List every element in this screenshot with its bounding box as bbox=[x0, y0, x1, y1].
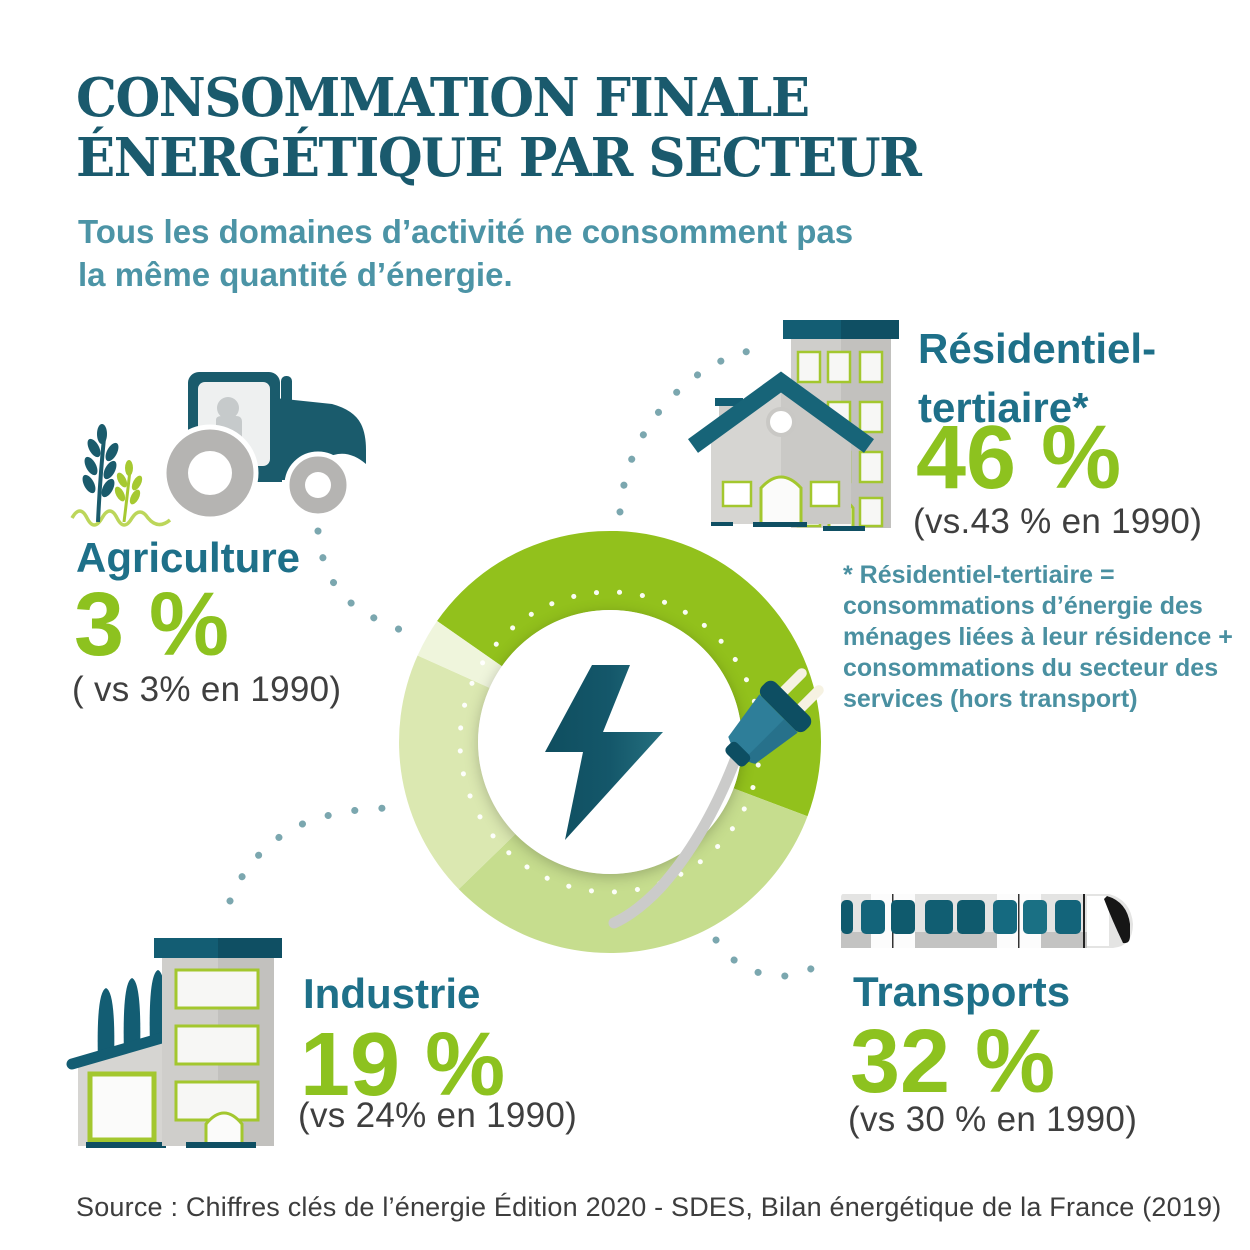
source-line: Source : Chiffres clés de l’énergie Édit… bbox=[76, 1192, 1222, 1222]
wheat-tractor-icon bbox=[70, 372, 366, 527]
sector-value-residentiel: 46 % bbox=[916, 408, 1122, 508]
donut-segment-transports bbox=[458, 788, 808, 954]
sector-label-residentiel-line1: Résidentiel- bbox=[918, 325, 1157, 372]
house bbox=[688, 371, 874, 527]
tractor-icon bbox=[161, 372, 366, 522]
sector-note-industrie: (vs 24% en 1990) bbox=[298, 1096, 578, 1135]
footnote-line5: services (hors transport) bbox=[843, 685, 1138, 713]
sector-value-industrie: 19 % bbox=[300, 1015, 506, 1115]
page-title-line2: ÉNERGÉTIQUE PAR SECTEUR bbox=[76, 127, 922, 189]
subtitle: Tous les domaines d’activité ne consomme… bbox=[78, 210, 853, 296]
connector-transports bbox=[712, 936, 829, 980]
connector-agriculture bbox=[314, 527, 408, 635]
sector-label-industrie: Industrie bbox=[303, 970, 481, 1017]
house-building-icon bbox=[688, 320, 899, 531]
donut-segment-residentiel-tertiaire bbox=[437, 530, 821, 817]
subtitle-line1: Tous les domaines d’activité ne consomme… bbox=[78, 213, 854, 250]
sector-label-transports: Transports bbox=[853, 968, 1071, 1015]
footnote-line1: * Résidentiel-tertiaire = bbox=[843, 561, 1115, 589]
subtitle-line2: la même quantité d’énergie. bbox=[78, 256, 513, 293]
sector-note-transports: (vs 30 % en 1990) bbox=[848, 1100, 1138, 1139]
sector-value-transports: 32 % bbox=[850, 1012, 1056, 1112]
lightning-bolt-icon bbox=[545, 665, 663, 840]
factory-tower bbox=[154, 938, 282, 1148]
sector-note-agriculture: ( vs 3% en 1990) bbox=[72, 670, 342, 709]
footnote-line4: consommations du secteur des bbox=[843, 654, 1219, 682]
tram-icon bbox=[841, 894, 1133, 948]
page-title-line1: CONSOMMATION FINALE bbox=[76, 67, 810, 129]
donut-segment-agriculture bbox=[417, 621, 502, 688]
footnote-line3: ménages liées à leur résidence + bbox=[843, 623, 1233, 651]
sector-label-agriculture: Agriculture bbox=[76, 534, 301, 581]
plug-cable bbox=[608, 749, 743, 929]
donut-segment-industrie bbox=[399, 655, 516, 890]
sector-label-residentiel-line2: tertiaire* bbox=[918, 384, 1089, 431]
footnote: * Résidentiel-tertiaire = consommations … bbox=[843, 560, 1233, 715]
sector-label-residentiel: Résidentiel- tertiaire* bbox=[918, 325, 1156, 431]
footnote-line2: consommations d’énergie des bbox=[843, 592, 1203, 620]
factory-icon bbox=[66, 938, 282, 1148]
power-plug-icon bbox=[725, 668, 824, 767]
sector-value-agriculture: 3 % bbox=[74, 575, 230, 675]
factory-hall bbox=[66, 970, 178, 1148]
page-title: CONSOMMATION FINALE ÉNERGÉTIQUE PAR SECT… bbox=[76, 67, 922, 189]
sector-note-residentiel: (vs.43 % en 1990) bbox=[913, 502, 1203, 541]
connector-industrie bbox=[226, 804, 398, 905]
